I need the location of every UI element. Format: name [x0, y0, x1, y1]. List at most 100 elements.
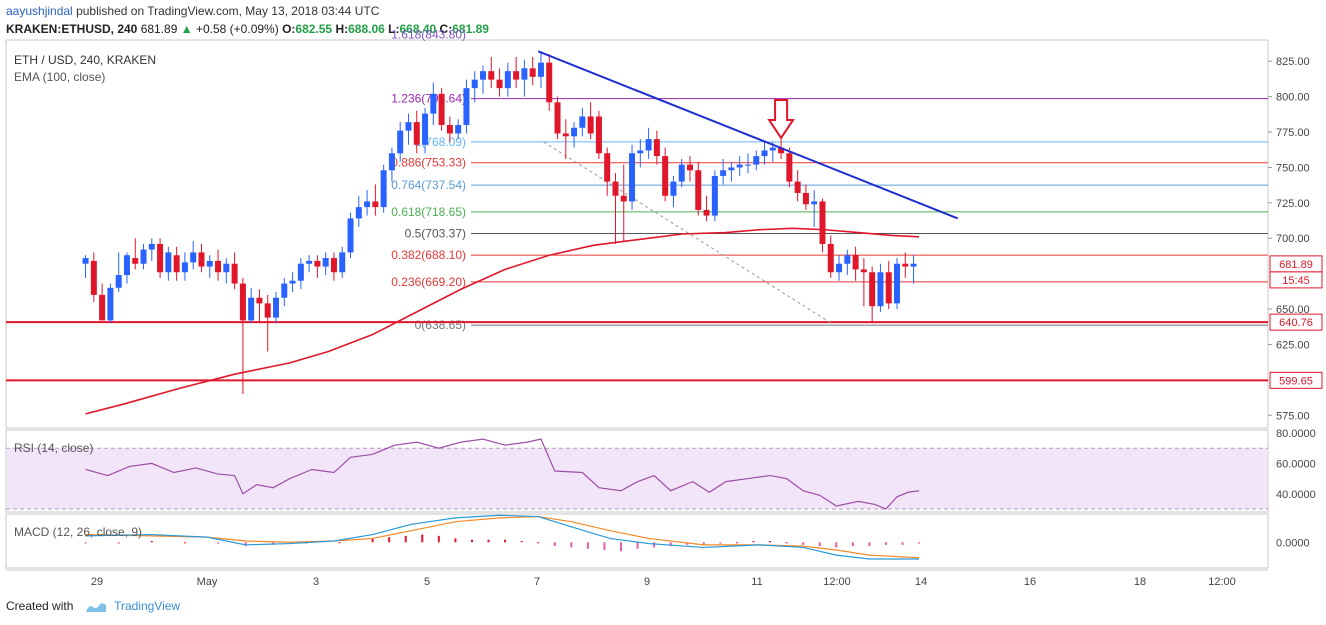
support2-tag-box — [1269, 371, 1323, 389]
candle-down — [488, 71, 495, 80]
fib-level-label: 1.236(798.64) — [391, 92, 466, 106]
fib-level-label: 0(638.65) — [415, 318, 466, 332]
candle-up — [645, 139, 652, 151]
candle-down — [794, 181, 801, 193]
candle-down — [620, 195, 627, 202]
down-arrow-icon — [767, 98, 795, 140]
candle-up — [736, 164, 743, 168]
macd-histogram-bar — [437, 535, 440, 543]
macd-histogram-bar — [620, 542, 622, 552]
macd-histogram-bar — [421, 534, 424, 543]
up-triangle-icon: ▲ — [180, 22, 193, 36]
macd-histogram-bar — [835, 542, 838, 548]
candle-up — [82, 258, 89, 264]
candle-up — [107, 287, 114, 321]
candle-up — [521, 68, 528, 80]
candle-up — [397, 130, 404, 154]
countdown-tag: 15:45 — [1282, 275, 1310, 287]
macd-histogram-bar — [537, 542, 540, 544]
fib-level-label: 0.764(737.54) — [391, 178, 466, 192]
candle-down — [695, 170, 702, 210]
macd-histogram-bar — [653, 542, 656, 548]
candle-up — [504, 71, 511, 89]
candle-up — [115, 275, 122, 288]
macd-histogram-bar — [520, 541, 523, 543]
time-tick-label: 9 — [644, 576, 650, 588]
countdown-tag-box — [1269, 271, 1323, 289]
high-value: 688.06 — [348, 22, 385, 36]
fib-level-label: 0.886(753.33) — [391, 156, 466, 170]
candle-up — [306, 260, 313, 264]
macd-legend: MACD (12, 26, close, 9) — [14, 525, 142, 539]
candle-down — [653, 139, 660, 157]
time-tick-label: 18 — [1134, 576, 1146, 588]
rsi-tick-label: 40.0000 — [1276, 489, 1316, 501]
candle-up — [471, 79, 478, 89]
close-label: C: — [439, 22, 453, 36]
macd-histogram-bar — [918, 542, 921, 544]
macd-histogram-bar — [404, 535, 407, 543]
candle-up — [364, 201, 371, 208]
candle-down — [314, 260, 321, 267]
candle-up — [480, 71, 486, 80]
candle-down — [330, 258, 337, 273]
rsi-tick-label: 80.0000 — [1276, 428, 1316, 440]
candle-down — [562, 133, 569, 137]
time-tick-label: 16 — [1024, 576, 1036, 588]
price-tick-label: 625.00 — [1276, 339, 1310, 351]
macd-histogram-bar — [868, 542, 871, 547]
candle-up — [430, 93, 437, 114]
candle-up — [190, 252, 197, 263]
candle-down — [885, 272, 892, 304]
candle-up — [347, 218, 354, 253]
price-tick-label: 800.00 — [1276, 92, 1310, 104]
open-value: 682.55 — [295, 22, 333, 36]
candle-up — [297, 263, 304, 281]
candle-down — [860, 269, 867, 273]
macd-histogram-bar — [719, 542, 722, 544]
candle-up — [720, 170, 727, 176]
candle-up — [455, 124, 462, 134]
created-with-text: Created with — [6, 599, 74, 613]
candle-up — [761, 150, 768, 157]
candle-up — [744, 164, 751, 166]
price-tick-label: 825.00 — [1276, 56, 1310, 68]
tradingview-logo-icon — [85, 603, 106, 612]
macd-histogram-bar — [785, 542, 788, 544]
candle-down — [413, 122, 420, 145]
ema-line — [85, 227, 920, 415]
low-value: 668.40 — [399, 22, 437, 36]
macd-line — [85, 514, 920, 560]
macd-histogram-bar — [338, 542, 341, 544]
candle-down — [604, 153, 611, 182]
time-tick-label: 7 — [534, 576, 540, 588]
macd-histogram-bar — [752, 541, 755, 543]
fib-level-label: 0.618(718.65) — [391, 205, 466, 219]
candle-up — [380, 170, 387, 208]
candle-up — [322, 258, 329, 267]
candle-up — [711, 175, 718, 216]
publish-info: aayushjindal published on TradingView.co… — [6, 4, 379, 18]
price-tick-label: 725.00 — [1276, 198, 1310, 210]
macd-histogram-bar — [818, 542, 821, 547]
macd-histogram-bar — [504, 539, 507, 543]
candle-up — [877, 272, 884, 307]
rsi-band — [7, 448, 1267, 509]
candle-down — [529, 68, 536, 77]
open-label: O: — [282, 22, 296, 36]
candle-up — [571, 127, 578, 137]
candle-up — [811, 201, 818, 205]
candle-down — [372, 201, 379, 208]
author-link[interactable]: aayushjindal — [6, 4, 73, 18]
close-value: 681.89 — [452, 22, 489, 36]
candle-down — [256, 297, 263, 304]
macd-histogram-bar — [84, 542, 87, 544]
tradingview-brand-link[interactable]: TradingView — [114, 599, 181, 613]
macd-histogram-bar — [636, 542, 639, 549]
support1-tag-box — [1269, 313, 1323, 331]
candle-up — [753, 156, 760, 165]
candle-down — [595, 116, 602, 154]
candle-up — [206, 260, 213, 267]
fib-level-label: 0.236(669.20) — [391, 275, 466, 289]
